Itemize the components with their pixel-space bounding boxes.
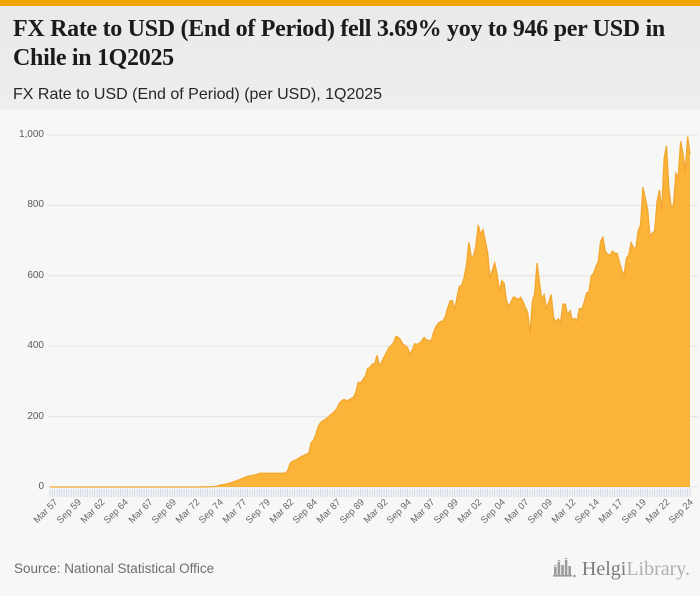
x-axis-label: Mar 72 — [173, 497, 202, 526]
accent-top-bar — [0, 0, 700, 6]
x-axis-label: Sep 19 — [619, 497, 650, 527]
y-axis-label: 200 — [27, 410, 44, 422]
y-axis-label: 800 — [27, 199, 44, 211]
y-axis-label: 1,000 — [18, 129, 44, 140]
x-axis-label: Sep 24 — [666, 497, 697, 527]
x-axis-label: Mar 92 — [361, 497, 391, 526]
logo-period: . — [685, 558, 690, 580]
x-axis-label: Sep 89 — [337, 497, 367, 527]
x-axis-label: Sep 74 — [196, 497, 226, 527]
helgi-logo-icon — [552, 558, 576, 578]
x-axis-label: Sep 94 — [384, 497, 414, 527]
y-axis-label: 600 — [27, 269, 44, 281]
x-axis-label: Sep 14 — [572, 497, 602, 527]
x-axis-label: Sep 09 — [525, 497, 555, 527]
logo-word-helgi: Helgi — [581, 558, 627, 580]
x-axis-label: Sep 59 — [55, 497, 85, 527]
chart-header: FX Rate to USD (End of Period) fell 3.69… — [0, 6, 700, 110]
x-axis-label: Sep 99 — [431, 497, 461, 527]
x-axis-label: Mar 12 — [549, 497, 579, 526]
x-axis-label: Mar 87 — [314, 497, 344, 526]
chart-subtitle: FX Rate to USD (End of Period) (per USD)… — [13, 86, 383, 103]
chart-title: FX Rate to USD (End of Period) fell 3.69… — [13, 16, 665, 71]
x-axis-label: Mar 67 — [126, 497, 155, 526]
x-axis-label: Sep 04 — [478, 497, 508, 527]
x-axis-label: Mar 07 — [502, 497, 532, 526]
y-axis-label: 400 — [27, 340, 44, 352]
x-axis-tick-comb — [49, 488, 691, 497]
y-axis-label: 0 — [38, 481, 44, 492]
x-axis-label: Mar 57 — [32, 497, 61, 526]
x-axis-label: Mar 62 — [79, 497, 108, 526]
x-axis-label: Mar 97 — [408, 497, 438, 526]
x-axis-label: Mar 17 — [596, 497, 626, 526]
source-note: Source: National Statistical Office — [14, 561, 215, 576]
plot-area: 0 200 400 600 800 1,000 Mar 57 Sep 59 Mar 62 Sep… — [0, 110, 700, 550]
chart-footer: Source: National Statistical Office Helg… — [0, 550, 700, 596]
x-axis-label: Sep 64 — [102, 497, 132, 527]
logo-word-library: Library — [626, 558, 685, 580]
helgi-library-logo: HelgiLibrary. — [552, 556, 690, 580]
x-axis-labels: Mar 57 Sep 59 Mar 62 Sep 64 Mar 67 Sep 69 Mar … — [0, 497, 700, 550]
x-axis-label: Sep 69 — [149, 497, 179, 527]
fx-rate-area-series — [50, 136, 690, 487]
logo-wordmark: HelgiLibrary. — [582, 558, 690, 580]
x-axis-label: Mar 82 — [267, 497, 297, 526]
x-axis-label: Mar 22 — [643, 497, 673, 526]
x-axis-label: Mar 77 — [220, 497, 250, 526]
area-chart-svg — [48, 134, 698, 497]
x-axis-label: Mar 02 — [455, 497, 485, 526]
x-axis-label: Sep 84 — [290, 497, 320, 527]
x-axis-label: Sep 79 — [243, 497, 273, 527]
fx-rate-line — [50, 136, 691, 488]
